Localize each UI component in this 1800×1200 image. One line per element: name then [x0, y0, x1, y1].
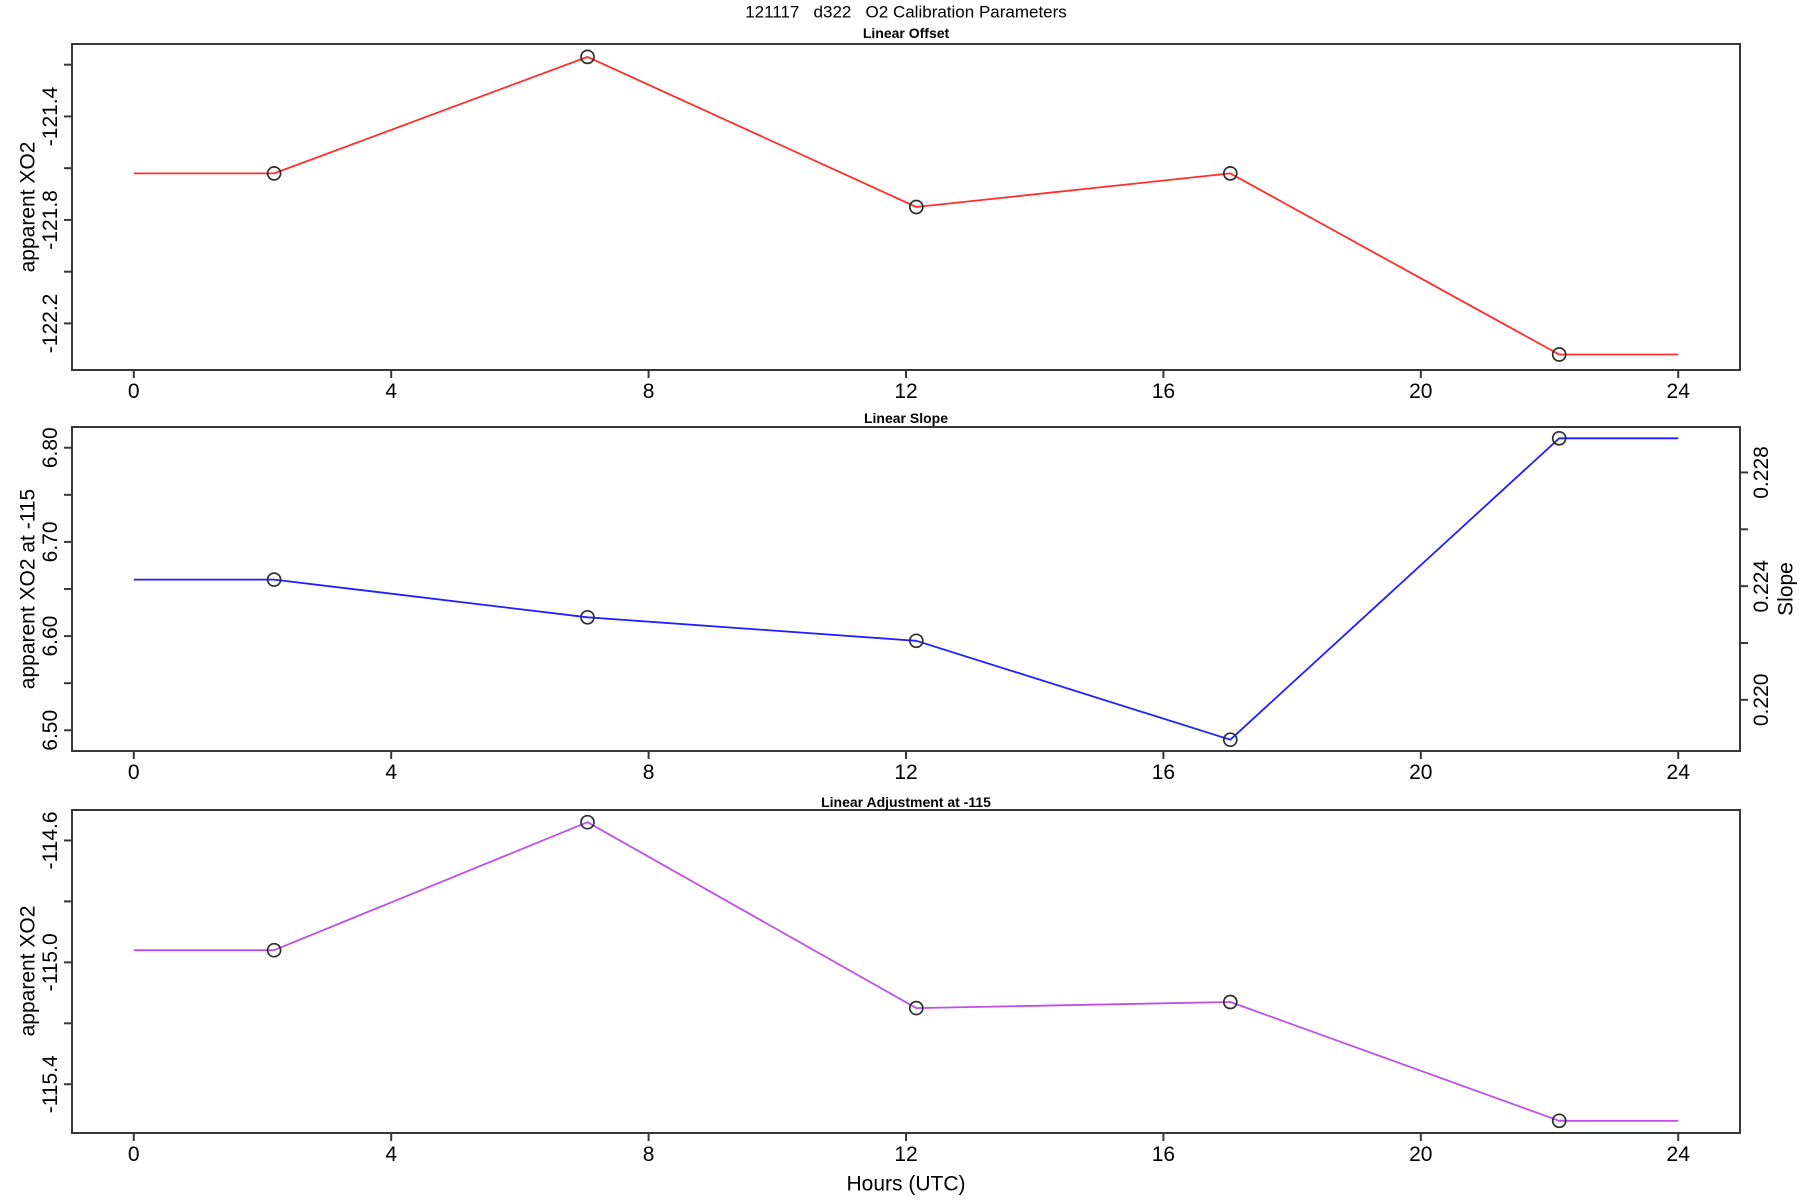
right-y-tick-label: 0.228 — [1750, 446, 1773, 499]
x-tick-label: 0 — [128, 761, 140, 784]
panel-box — [71, 426, 1741, 752]
panel-title-linear-adjustment: Linear Adjustment at -115 — [821, 794, 991, 810]
data-point-marker — [1551, 430, 1567, 446]
panel-box — [71, 809, 1741, 1134]
y-axis-label-slope-right: Slope — [1774, 562, 1798, 616]
y-tick-label: -115.4 — [39, 1055, 62, 1113]
series-line — [133, 821, 1679, 1122]
right-y-tick-label: 0.224 — [1750, 560, 1773, 613]
data-point-marker — [266, 166, 282, 181]
x-tick-label: 12 — [894, 1143, 917, 1166]
x-tick-label: 4 — [385, 761, 397, 784]
panel-title-linear-offset: Linear Offset — [862, 25, 950, 41]
x-tick-label: 8 — [643, 380, 655, 403]
series-line — [133, 437, 1679, 741]
data-point-marker — [1222, 166, 1238, 181]
x-tick-label: 0 — [128, 1143, 140, 1166]
x-tick-label: 8 — [643, 1143, 655, 1166]
x-tick-label: 24 — [1667, 1143, 1691, 1166]
x-tick-label: 16 — [1152, 380, 1175, 403]
x-tick-label: 12 — [894, 761, 917, 784]
data-point-marker — [908, 199, 924, 215]
data-point-marker — [1551, 347, 1567, 362]
data-point-marker — [266, 942, 282, 958]
data-point-marker — [1222, 994, 1238, 1010]
x-tick-label: 16 — [1152, 761, 1175, 784]
x-tick-label: 20 — [1409, 1143, 1432, 1166]
y-tick-label: -115.0 — [39, 933, 62, 991]
data-point-marker — [1551, 1113, 1567, 1129]
panel-title-linear-slope: Linear Slope — [863, 410, 949, 426]
x-tick-label: 8 — [643, 761, 655, 784]
y-tick-label: -122.2 — [39, 294, 62, 354]
data-point-marker — [1222, 732, 1238, 748]
x-tick-label: 16 — [1152, 1143, 1175, 1166]
data-point-marker — [908, 633, 924, 649]
y-tick-label: 6.70 — [39, 521, 62, 562]
y-axis-label-offset: apparent XO2 — [16, 141, 40, 273]
x-tick-label: 20 — [1409, 380, 1432, 403]
x-tick-label: 4 — [385, 380, 397, 403]
data-point-marker — [580, 609, 595, 625]
y-tick-label: -114.6 — [39, 811, 62, 869]
y-axis-label-slope-left: apparent XO2 at -115 — [16, 488, 40, 690]
y-tick-label: -121.8 — [39, 190, 62, 250]
y-tick-label: 6.50 — [39, 710, 62, 751]
series-line — [133, 56, 1679, 356]
panel-box — [71, 43, 1741, 371]
data-point-marker — [580, 814, 595, 830]
data-point-marker — [580, 49, 595, 65]
data-point-marker — [266, 572, 282, 587]
x-tick-label: 24 — [1667, 761, 1691, 784]
y-axis-label-adjustment: apparent XO2 — [16, 905, 40, 1037]
y-tick-label: -121.4 — [39, 86, 62, 146]
figure-main-title: 121117 d322 O2 Calibration Parameters — [745, 2, 1067, 22]
x-tick-label: 4 — [385, 1143, 397, 1166]
x-tick-label: 0 — [128, 380, 140, 403]
right-y-tick-label: 0.220 — [1750, 674, 1773, 727]
x-tick-label: 20 — [1409, 761, 1432, 784]
x-tick-label: 24 — [1667, 380, 1691, 403]
x-tick-label: 12 — [894, 380, 917, 403]
y-tick-label: 6.60 — [39, 616, 62, 657]
y-tick-label: 6.80 — [39, 427, 62, 468]
data-point-marker — [908, 1000, 924, 1016]
x-axis-label: Hours (UTC) — [846, 1172, 966, 1196]
